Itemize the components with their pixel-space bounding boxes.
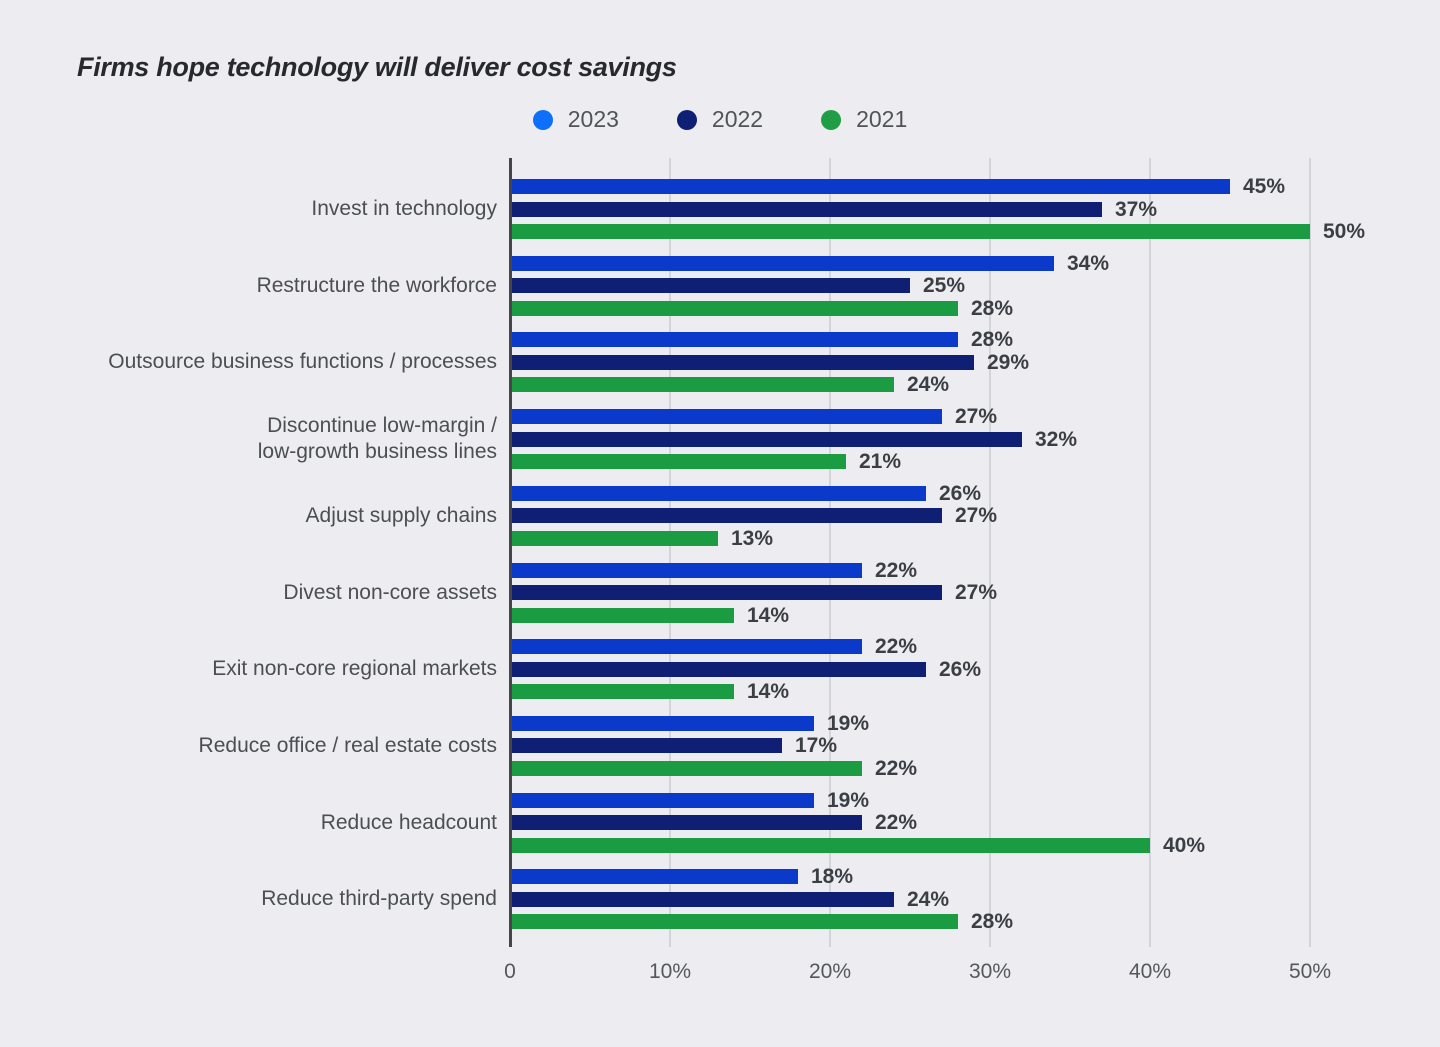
value-label-2022-reduce-headcount: 22% xyxy=(875,810,918,834)
bar-2022-outsource-business-functions-processes xyxy=(510,355,974,370)
category-label-reduce-office-real-estate-costs: Reduce office / real estate costs xyxy=(198,734,497,757)
bar-2021-discontinue-low-margin-low-growth-business-lines xyxy=(510,454,846,469)
bar-2023-restructure-the-workforce xyxy=(510,256,1054,271)
value-label-2023-restructure-the-workforce: 34% xyxy=(1067,251,1110,275)
bar-2021-divest-non-core-assets xyxy=(510,608,734,623)
bar-2021-exit-non-core-regional-markets xyxy=(510,684,734,699)
value-label-2023-reduce-third-party-spend: 18% xyxy=(811,864,854,888)
x-tick-label: 20% xyxy=(808,960,852,983)
legend-dot-2022 xyxy=(676,109,697,130)
value-label-2021-exit-non-core-regional-markets: 14% xyxy=(747,679,790,703)
gridline xyxy=(1309,158,1311,947)
bar-2021-reduce-third-party-spend xyxy=(510,914,958,929)
bar-2021-invest-in-technology xyxy=(510,224,1310,239)
x-tick-label: 50% xyxy=(1288,960,1332,983)
plot-area: 0 10% 20% 30% 40% 50% 45% 37% 50% 34% 25% 28% 28% 29%… xyxy=(504,158,1365,983)
bar-2022-reduce-office-real-estate-costs xyxy=(510,738,782,753)
bar-2022-divest-non-core-assets xyxy=(510,585,942,600)
bar-2023-reduce-headcount xyxy=(510,793,814,808)
bar-2023-discontinue-low-margin-low-growth-business-lines xyxy=(510,409,942,424)
value-label-2022-reduce-office-real-estate-costs: 17% xyxy=(795,733,838,757)
category-label-exit-non-core-regional-markets: Exit non-core regional markets xyxy=(212,657,497,680)
bar-2022-restructure-the-workforce xyxy=(510,278,910,293)
value-label-2021-outsource-business-functions-processes: 24% xyxy=(907,372,950,396)
bar-2023-reduce-third-party-spend xyxy=(510,869,798,884)
value-label-2022-exit-non-core-regional-markets: 26% xyxy=(939,657,982,681)
value-label-2023-invest-in-technology: 45% xyxy=(1243,174,1286,198)
gridline xyxy=(989,158,991,947)
value-label-2021-reduce-headcount: 40% xyxy=(1163,833,1206,857)
category-label-discontinue-low-margin-low-growth-business-lines: Discontinue low-margin / low-growth busin… xyxy=(257,414,497,463)
value-label-2022-restructure-the-workforce: 25% xyxy=(923,273,966,297)
category-label-divest-non-core-assets: Divest non-core assets xyxy=(283,581,497,604)
gridline xyxy=(669,158,671,947)
category-label-adjust-supply-chains: Adjust supply chains xyxy=(305,504,497,527)
gridline xyxy=(829,158,831,947)
bar-2021-adjust-supply-chains xyxy=(510,531,718,546)
legend: 2023 2022 2021 xyxy=(0,106,1440,133)
category-label-restructure-the-workforce: Restructure the workforce xyxy=(256,274,497,297)
category-label-outsource-business-functions-processes: Outsource business functions / processes xyxy=(108,350,497,373)
category-label-reduce-third-party-spend: Reduce third-party spend xyxy=(261,887,497,910)
value-label-2023-divest-non-core-assets: 22% xyxy=(875,558,918,582)
bar-2023-invest-in-technology xyxy=(510,179,1230,194)
legend-dot-2023 xyxy=(532,109,553,130)
value-label-2023-exit-non-core-regional-markets: 22% xyxy=(875,634,918,658)
bar-2023-adjust-supply-chains xyxy=(510,486,926,501)
value-label-2022-outsource-business-functions-processes: 29% xyxy=(987,350,1030,374)
legend-label-2021: 2021 xyxy=(856,106,908,132)
value-label-2021-adjust-supply-chains: 13% xyxy=(731,526,774,550)
bar-2023-exit-non-core-regional-markets xyxy=(510,639,862,654)
value-label-2022-adjust-supply-chains: 27% xyxy=(955,503,998,527)
gridline xyxy=(1149,158,1151,947)
value-label-2022-divest-non-core-assets: 27% xyxy=(955,580,998,604)
category-label-reduce-headcount: Reduce headcount xyxy=(320,811,497,834)
value-label-2022-reduce-third-party-spend: 24% xyxy=(907,887,950,911)
value-label-2021-reduce-third-party-spend: 28% xyxy=(971,909,1014,933)
value-label-2021-restructure-the-workforce: 28% xyxy=(971,296,1014,320)
value-label-2021-discontinue-low-margin-low-growth-business-lines: 21% xyxy=(859,449,902,473)
legend-label-2022: 2022 xyxy=(711,106,764,132)
y-axis-line xyxy=(509,158,512,947)
value-label-2021-invest-in-technology: 50% xyxy=(1323,219,1366,243)
legend-label-2023: 2023 xyxy=(567,106,619,132)
legend-item-2021: 2021 xyxy=(821,106,907,133)
value-label-2023-discontinue-low-margin-low-growth-business-lines: 27% xyxy=(955,404,998,428)
bar-2023-outsource-business-functions-processes xyxy=(510,332,958,347)
bar-2022-reduce-headcount xyxy=(510,815,862,830)
legend-item-2022: 2022 xyxy=(676,106,764,133)
bar-2021-restructure-the-workforce xyxy=(510,301,958,316)
bar-2021-outsource-business-functions-processes xyxy=(510,377,894,392)
bar-2022-invest-in-technology xyxy=(510,202,1102,217)
value-label-2023-outsource-business-functions-processes: 28% xyxy=(971,327,1014,351)
chart-title: Firms hope technology will deliver cost … xyxy=(77,52,677,82)
x-tick-label: 0 xyxy=(504,960,516,983)
bar-2022-reduce-third-party-spend xyxy=(510,892,894,907)
legend-item-2023: 2023 xyxy=(532,106,619,133)
bar-2021-reduce-office-real-estate-costs xyxy=(510,761,862,776)
legend-dot-2021 xyxy=(821,109,842,130)
x-tick-label: 10% xyxy=(648,960,692,983)
bar-2023-divest-non-core-assets xyxy=(510,563,862,578)
value-label-2023-reduce-office-real-estate-costs: 19% xyxy=(827,711,870,735)
value-label-2022-discontinue-low-margin-low-growth-business-lines: 32% xyxy=(1035,427,1078,451)
value-label-2022-invest-in-technology: 37% xyxy=(1115,197,1158,221)
bar-2023-reduce-office-real-estate-costs xyxy=(510,716,814,731)
value-label-2023-reduce-headcount: 19% xyxy=(827,788,870,812)
category-label-invest-in-technology: Invest in technology xyxy=(311,197,497,220)
bar-2021-reduce-headcount xyxy=(510,838,1150,853)
value-label-2021-reduce-office-real-estate-costs: 22% xyxy=(875,756,918,780)
x-tick-label: 30% xyxy=(968,960,1012,983)
x-tick-label: 40% xyxy=(1128,960,1172,983)
bar-2022-discontinue-low-margin-low-growth-business-lines xyxy=(510,432,1022,447)
value-label-2021-divest-non-core-assets: 14% xyxy=(747,603,790,627)
value-label-2023-adjust-supply-chains: 26% xyxy=(939,481,982,505)
bar-2022-adjust-supply-chains xyxy=(510,508,942,523)
bar-2022-exit-non-core-regional-markets xyxy=(510,662,926,677)
